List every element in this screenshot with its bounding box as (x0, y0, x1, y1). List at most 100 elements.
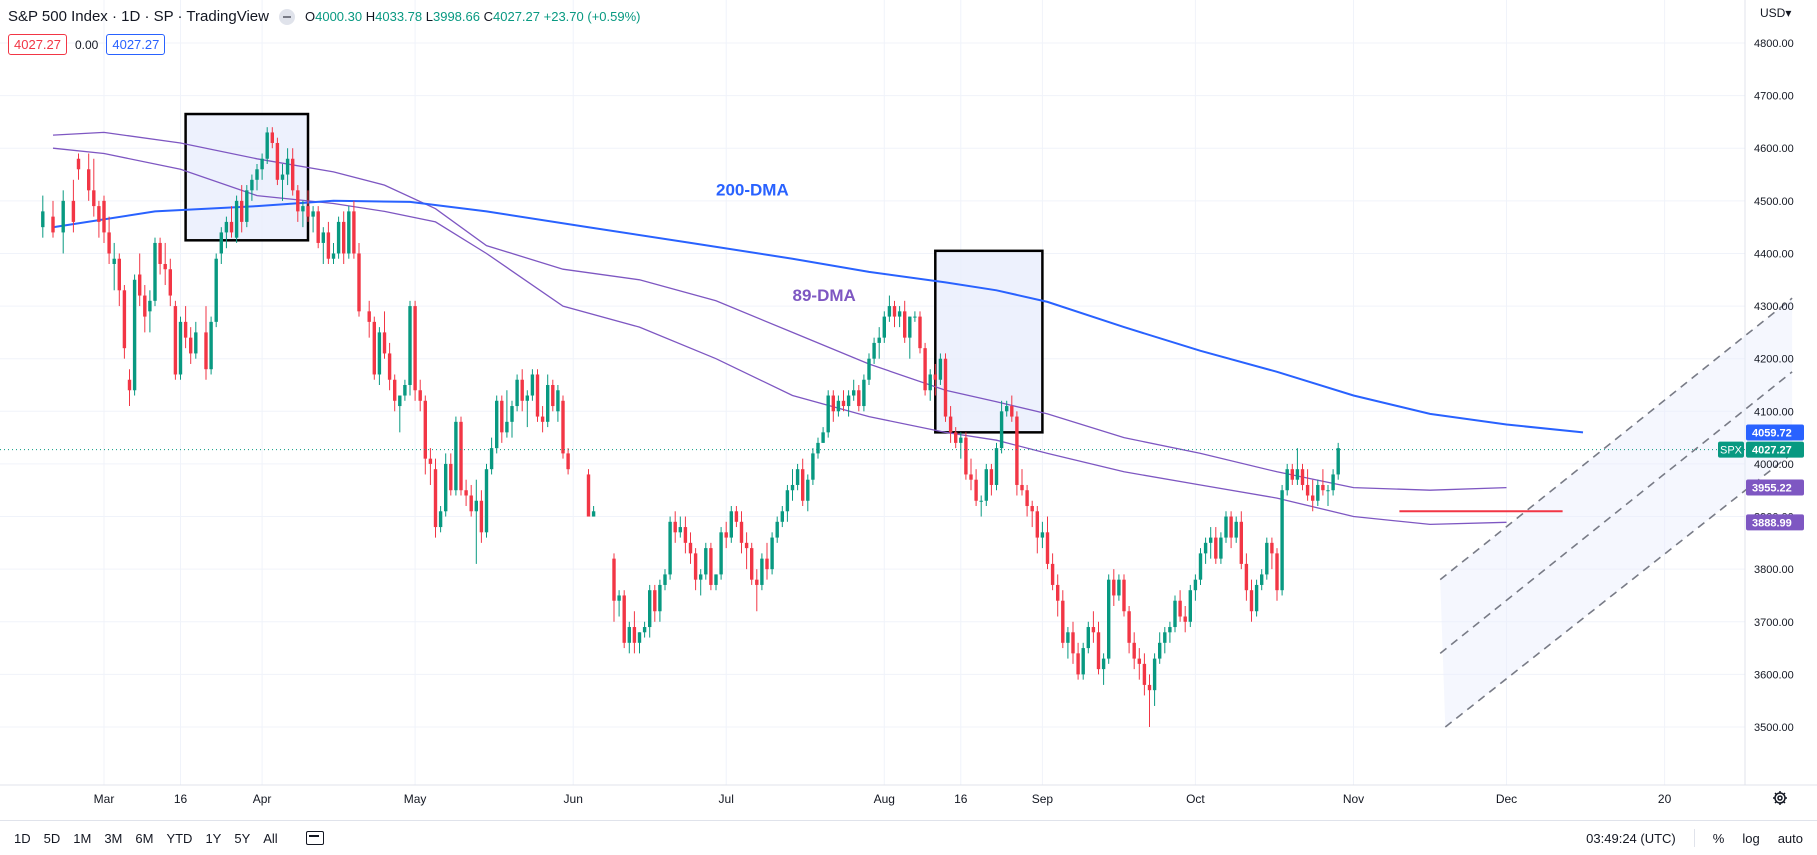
range-1y[interactable]: 1Y (205, 830, 222, 846)
candle-body (413, 306, 417, 391)
sell-button[interactable]: 4027.27 (8, 34, 67, 55)
candle-body (122, 290, 127, 349)
candle-body (688, 542, 693, 554)
candle-body (612, 558, 616, 601)
candle-body (489, 448, 494, 470)
range-6m[interactable]: 6M (135, 830, 154, 846)
candle-body (1137, 658, 1141, 664)
ma89-lower-line (52, 147, 1507, 526)
candle-body (831, 395, 835, 412)
candle-body (474, 500, 478, 512)
candle-body (928, 374, 932, 391)
candle-body (250, 179, 254, 191)
range-5d[interactable]: 5D (43, 830, 61, 846)
log-toggle[interactable]: log (1742, 830, 1760, 846)
symbol-tag (1718, 441, 1744, 458)
range-3m[interactable]: 3M (104, 830, 123, 846)
collapse-icon[interactable] (278, 8, 295, 25)
candle-body (1280, 490, 1284, 591)
symbol-title[interactable]: S&P 500 Index · 1D · SP · TradingView (8, 8, 269, 25)
candle-body (709, 548, 713, 585)
range-ytd[interactable]: YTD (166, 830, 193, 846)
open-value: 4000.30 (315, 9, 363, 24)
calendar-icon[interactable] (305, 831, 324, 845)
percent-toggle[interactable]: % (1712, 830, 1725, 846)
chevron-down-icon: ▾ (1785, 6, 1792, 20)
candle-body (729, 511, 733, 538)
time-axis[interactable]: Mar 16 Apr May Jun Jul Aug 16 Sep Oct Nov Dec 20 (94, 792, 1672, 806)
candle-body (163, 263, 167, 270)
clock[interactable]: 03:49:24 (UTC) (1586, 830, 1676, 846)
candle-body (117, 258, 121, 291)
currency-selector[interactable]: USD▾ (1760, 6, 1791, 20)
candle-body (836, 400, 841, 412)
y-tick-label: 4700.00 (1754, 91, 1794, 103)
grid (0, 0, 1817, 786)
candle-body (826, 395, 830, 433)
ma89-upper-line (52, 131, 1507, 491)
candle-body (852, 390, 856, 396)
gear-icon[interactable] (1772, 790, 1788, 806)
y-tick-label: 3700.00 (1754, 617, 1794, 629)
candle-body (132, 279, 137, 391)
candle-body (1285, 469, 1289, 491)
annotation-label: 89-DMA (793, 286, 856, 305)
y-tick-label: 4200.00 (1754, 354, 1794, 366)
annotation-label: 200-DMA (716, 181, 789, 200)
range-all[interactable]: All (263, 830, 278, 846)
candle-body (1015, 416, 1019, 485)
range-1d[interactable]: 1D (14, 830, 31, 846)
candle-body (270, 132, 274, 143)
candle-body (948, 416, 953, 433)
candle-body (214, 258, 218, 322)
candle-body (770, 537, 774, 570)
candle-body (1112, 579, 1116, 596)
candle-body (795, 469, 800, 485)
candle-body (438, 511, 443, 528)
candle-body (484, 469, 489, 533)
candle-body (739, 521, 744, 543)
candle-body (357, 253, 361, 312)
candle-body (1020, 484, 1024, 491)
candle-body (311, 211, 315, 217)
candle-body (551, 385, 555, 407)
candle-body (908, 316, 912, 338)
range-1m[interactable]: 1M (73, 830, 92, 846)
candle-body (143, 295, 147, 317)
candle-body (510, 406, 514, 422)
auto-toggle[interactable]: auto (1777, 830, 1803, 846)
candle-body (449, 463, 453, 491)
x-tick-label: Dec (1496, 792, 1517, 806)
candle-body (979, 500, 983, 502)
candle-body (683, 527, 688, 543)
price-label: 3955.22 (1752, 482, 1792, 494)
candle-body (158, 242, 162, 264)
candle-body (71, 200, 76, 222)
candle-body (882, 316, 886, 338)
candle-body (969, 474, 973, 480)
candle-body (41, 211, 45, 228)
candle-body (454, 421, 458, 491)
candle-body (622, 595, 626, 643)
candle-body (1295, 469, 1300, 480)
buy-button[interactable]: 4027.27 (106, 34, 166, 55)
candle-body (617, 595, 621, 601)
candle-body (933, 374, 937, 380)
candle-body (1219, 537, 1223, 559)
candle-body (352, 211, 356, 254)
candle-body (1147, 684, 1152, 691)
candle-body (459, 421, 463, 491)
candle-body (775, 521, 779, 538)
candles (41, 127, 1340, 727)
y-tick-label: 4100.00 (1754, 406, 1794, 418)
candle-body (97, 206, 101, 222)
y-tick-label: 4800.00 (1754, 38, 1794, 50)
y-tick-label: 4600.00 (1754, 143, 1794, 155)
price-axis[interactable]: 4800.00 4700.00 4600.00 4500.00 4400.00 4300.… (1718, 38, 1804, 734)
candle-body (500, 400, 504, 433)
candle-body (846, 395, 851, 407)
candle-body (668, 521, 672, 575)
candle-body (1178, 600, 1182, 617)
range-5y[interactable]: 5Y (234, 830, 251, 846)
